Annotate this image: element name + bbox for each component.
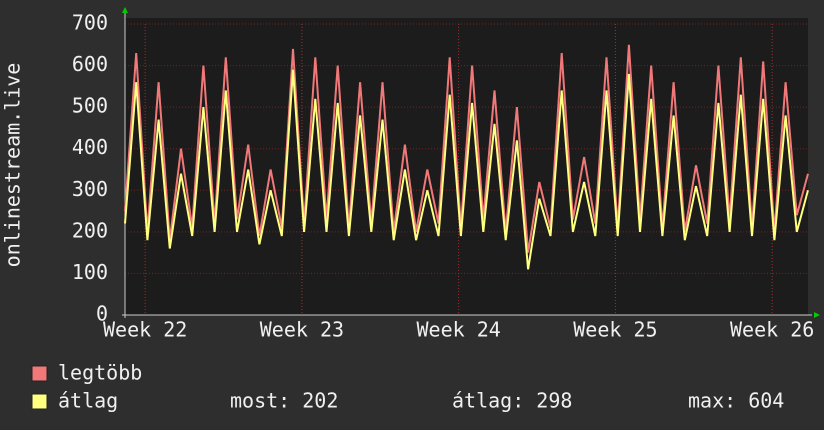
y-tick-label: 200 xyxy=(72,218,108,242)
series-line xyxy=(124,44,809,253)
legend-swatch xyxy=(31,365,48,382)
legend-stat: átlag: 298 xyxy=(452,389,572,413)
y-tick-label: 400 xyxy=(72,135,108,159)
legend-stat: max: 604 xyxy=(688,389,784,413)
y-tick-label: 100 xyxy=(72,260,108,284)
y-tick-label: 600 xyxy=(72,52,108,76)
legend-label: átlag xyxy=(58,389,118,413)
y-tick-label: 500 xyxy=(72,94,108,118)
legend-label: legtöbb xyxy=(58,361,142,385)
x-tick-label: Week 25 xyxy=(573,318,657,342)
y-axis-label: onlinestream.live xyxy=(1,63,25,268)
axis-arrow xyxy=(122,7,128,13)
y-tick-label: 300 xyxy=(72,177,108,201)
series-line xyxy=(124,69,809,270)
legend-stat: most: 202 xyxy=(230,389,338,413)
legend-swatch xyxy=(31,393,48,410)
x-tick-label: Week 23 xyxy=(260,318,344,342)
x-tick-label: Week 22 xyxy=(103,318,187,342)
y-tick-label: 700 xyxy=(72,11,108,35)
x-tick-label: Week 26 xyxy=(730,318,814,342)
axis-arrow xyxy=(814,312,820,318)
x-tick-label: Week 24 xyxy=(417,318,501,342)
y-tick-label: 0 xyxy=(96,302,108,326)
